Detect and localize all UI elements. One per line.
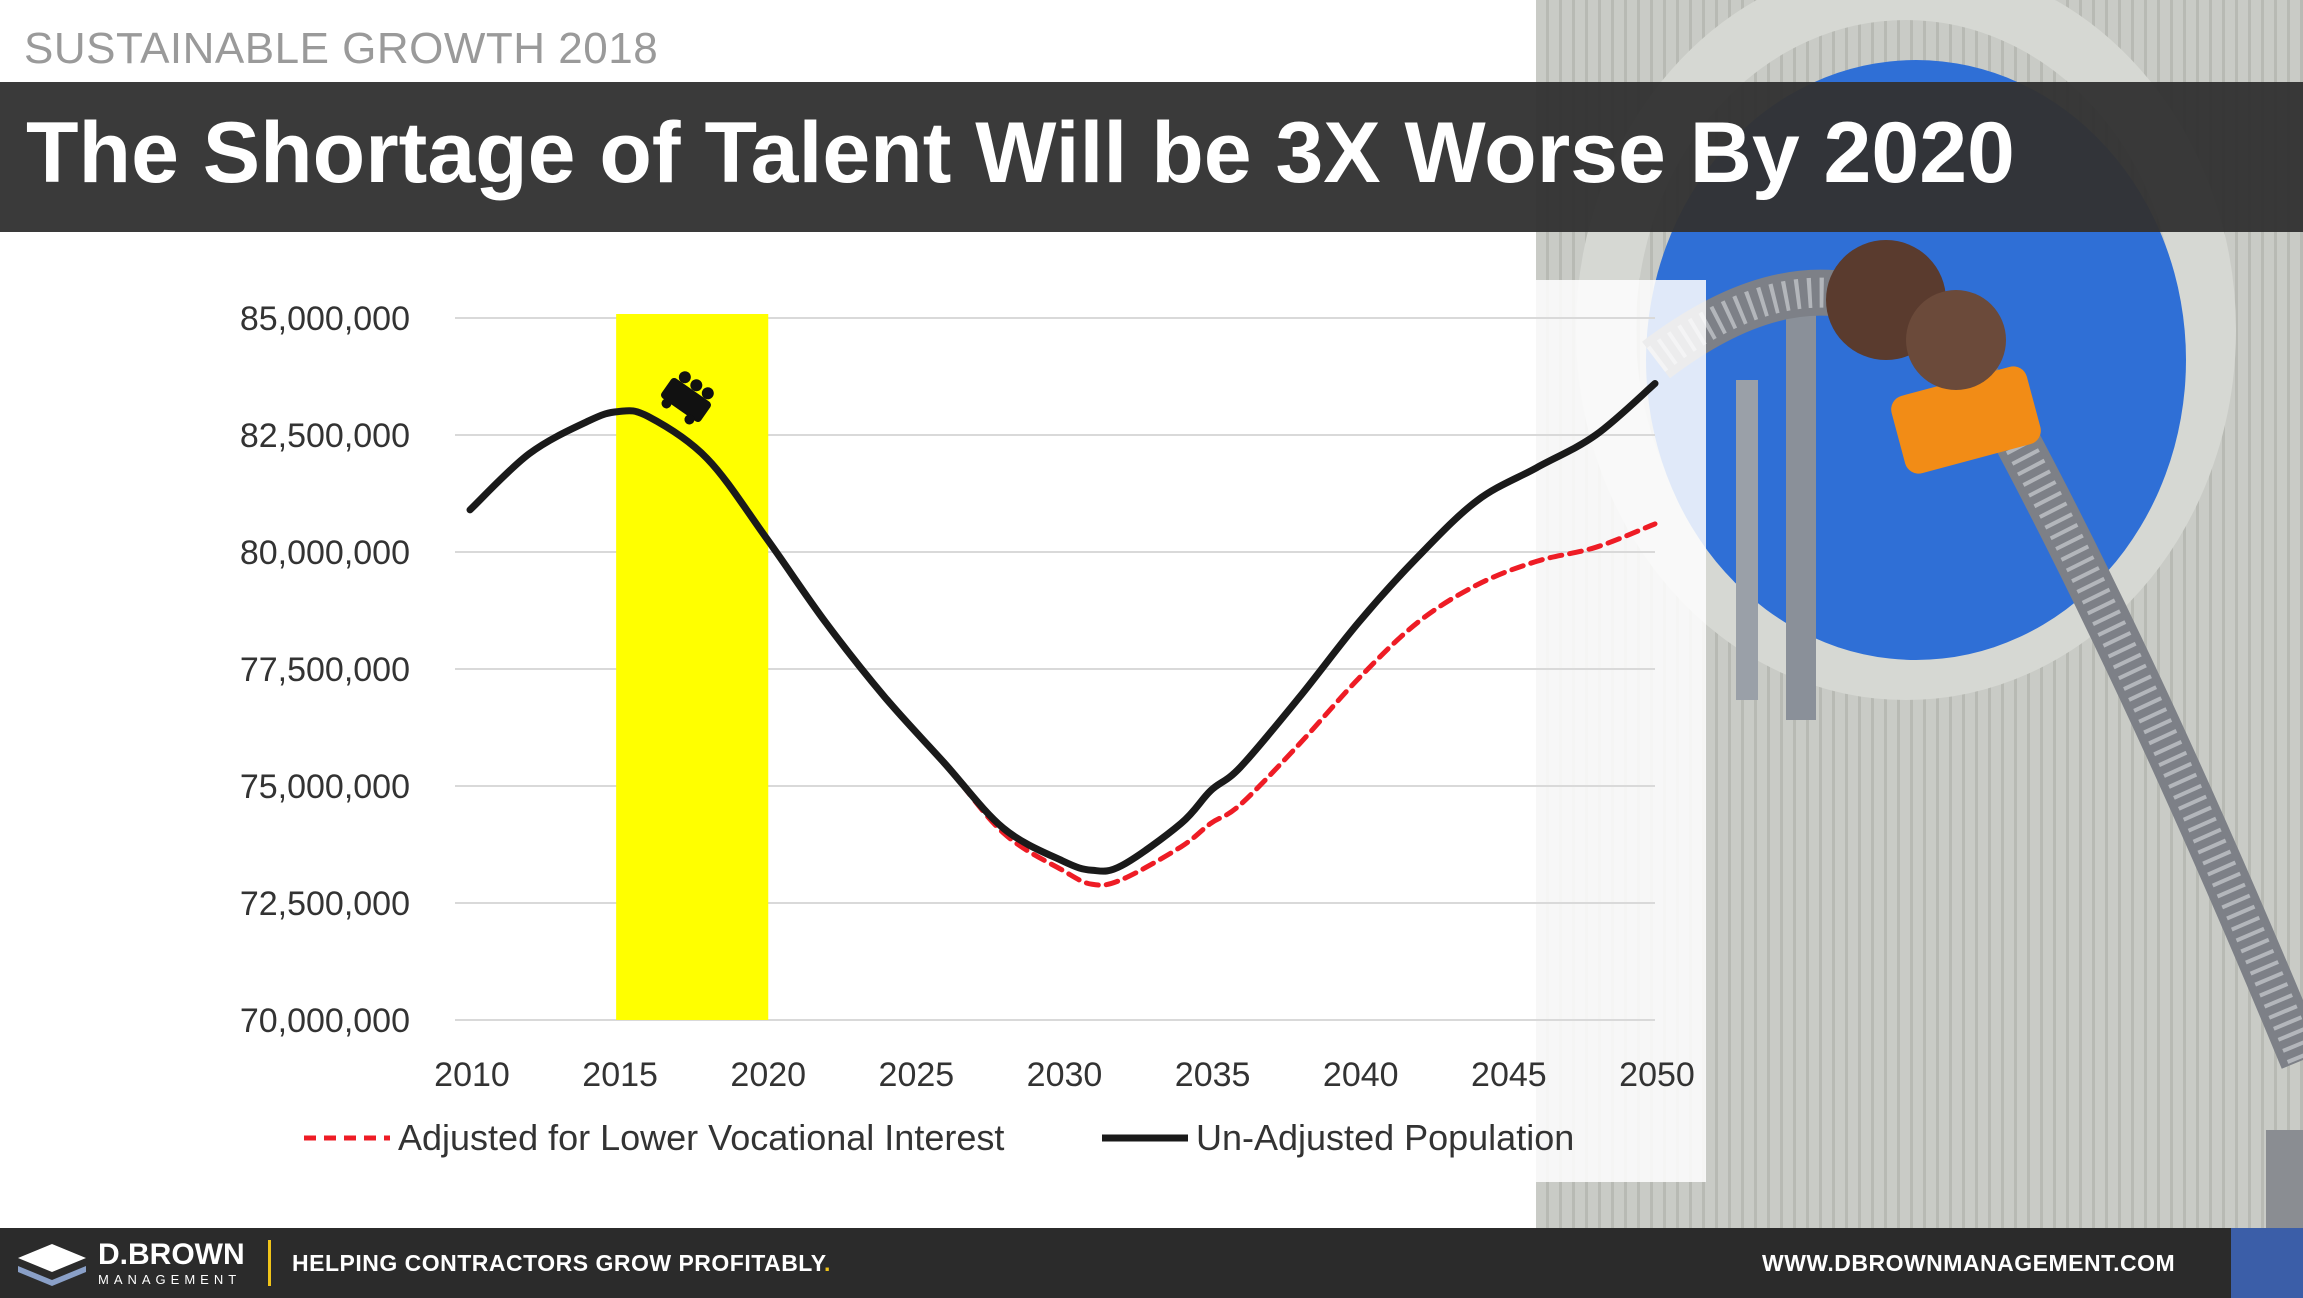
y-axis-ticks: 85,000,000 82,500,000 80,000,000 77,500,000…: [240, 300, 410, 1040]
slide-title: The Shortage of Talent Will be 3X Worse …: [26, 105, 2015, 201]
y-tick-label: 80,000,000: [240, 534, 410, 572]
chart-area: 85,000,000 82,500,000 80,000,000 77,500,000…: [0, 232, 2303, 1228]
legend-label-adjusted: Adjusted for Lower Vocational Interest: [398, 1117, 1004, 1158]
x-tick-label: 2010: [434, 1056, 510, 1094]
footer-divider: [268, 1240, 271, 1286]
y-tick-label: 82,500,000: [240, 417, 410, 455]
y-tick-label: 70,000,000: [240, 1002, 410, 1040]
x-axis-ticks: 2010 2015 2020 2025 2030 2035 2040 2045 2050: [434, 1056, 1695, 1094]
tagline-text: HELPING CONTRACTORS GROW PROFITABLY: [292, 1250, 825, 1276]
brand-subtitle: MANAGEMENT: [98, 1272, 242, 1287]
line-chart: 85,000,000 82,500,000 80,000,000 77,500,000…: [240, 280, 1706, 1182]
chart-overlay-panel: [1536, 280, 1706, 1182]
brand-name: D.BROWN: [98, 1238, 245, 1271]
x-tick-label: 2050: [1619, 1056, 1695, 1094]
series-line-unadjusted: [466, 380, 1659, 875]
x-tick-label: 2015: [582, 1056, 658, 1094]
highlight-band: [616, 314, 769, 1020]
x-tick-label: 2020: [730, 1056, 806, 1094]
roller-coaster-car-icon: [661, 371, 714, 425]
title-bar: [0, 82, 2303, 232]
x-tick-label: 2025: [879, 1056, 955, 1094]
tagline: HELPING CONTRACTORS GROW PROFITABLY.: [292, 1250, 831, 1277]
legend-label-unadjusted: Un-Adjusted Population: [1196, 1117, 1574, 1158]
x-tick-label: 2035: [1175, 1056, 1251, 1094]
x-tick-label: 2030: [1027, 1056, 1103, 1094]
series-lines: [466, 380, 1659, 888]
x-tick-label: 2045: [1471, 1056, 1547, 1094]
section-supertitle: SUSTAINABLE GROWTH 2018: [24, 24, 659, 73]
x-tick-label: 2040: [1323, 1056, 1399, 1094]
y-tick-label: 75,000,000: [240, 768, 410, 806]
chart-legend: Adjusted for Lower Vocational Interest U…: [304, 1117, 1574, 1158]
footer-accent-block: [2231, 1228, 2303, 1298]
tagline-suffix: .: [824, 1250, 831, 1276]
footer-bar: D.BROWN MANAGEMENT HELPING CONTRACTORS G…: [0, 1228, 2303, 1298]
y-tick-label: 72,500,000: [240, 885, 410, 923]
y-tick-label: 85,000,000: [240, 300, 410, 338]
logo-icon: [18, 1244, 86, 1286]
website-link[interactable]: WWW.DBROWNMANAGEMENT.COM: [1762, 1250, 2176, 1276]
y-tick-label: 77,500,000: [240, 651, 410, 689]
